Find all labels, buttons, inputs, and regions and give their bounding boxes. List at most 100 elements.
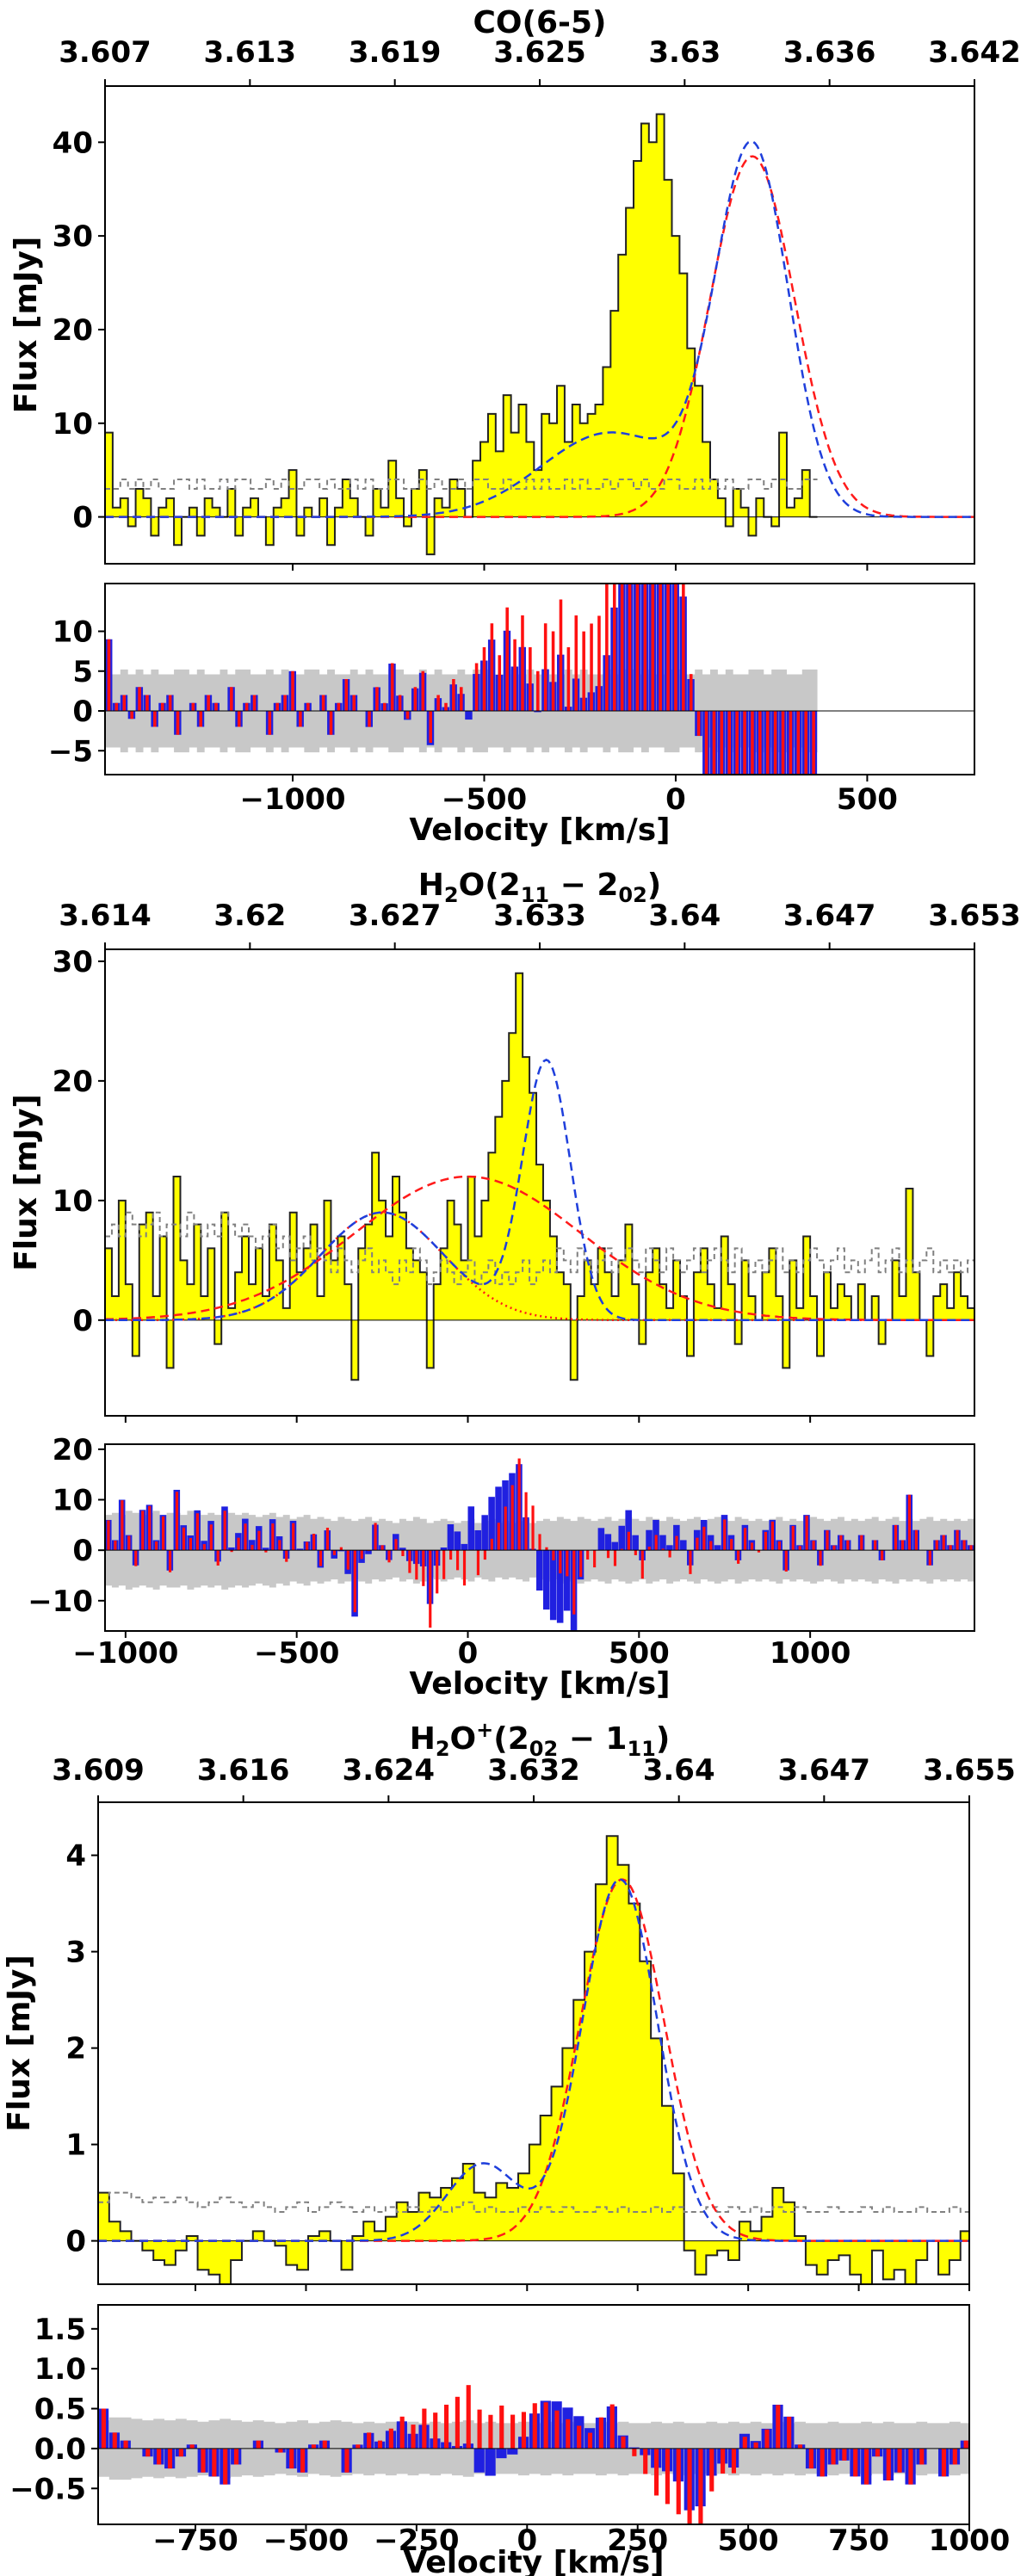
residual-bar-single	[483, 1550, 486, 1560]
residual-bar-single	[900, 1540, 905, 1551]
noise-spectrum	[98, 2191, 969, 2213]
residual-bar-single	[826, 1530, 829, 1551]
freq-tick-label: 3.647	[778, 1753, 871, 1788]
residual-bar-single	[758, 711, 762, 775]
residual-bar-single	[405, 711, 410, 720]
residual-bar-single	[753, 2442, 758, 2449]
residual-bar-total	[646, 1529, 653, 1551]
residual-bar-single	[796, 711, 801, 775]
residual-bar-single	[455, 2396, 460, 2449]
x-tick-label: 250	[607, 2523, 668, 2558]
residual-bar-single	[436, 695, 440, 711]
residual-bar-single	[543, 623, 547, 711]
residual-bar-total	[542, 1550, 550, 1610]
residual-bar-single	[613, 1550, 617, 1566]
residual-bar-single	[449, 1550, 453, 1560]
residual-bar-single	[141, 1510, 145, 1551]
x-tick-label: 500	[609, 1636, 670, 1671]
residual-bar-total	[680, 1540, 687, 1551]
residual-bar-total	[597, 1528, 605, 1551]
residual-bar-total	[604, 1534, 612, 1551]
residual-bar-total	[666, 1545, 673, 1551]
y-axis-title: Flux [mJy]	[2, 1955, 37, 2132]
residual-bar-single	[189, 1538, 192, 1551]
residual-bar-single	[278, 2448, 283, 2453]
y-tick-label: 20	[53, 1065, 93, 1099]
residual-bar-total	[536, 1550, 543, 1591]
residual-bar-single	[875, 2448, 880, 2457]
x-tick-label: −500	[442, 782, 527, 817]
residual-bar-single	[505, 607, 509, 711]
residual-bar-single	[497, 1523, 500, 1551]
residual-bar-single	[689, 1550, 692, 1574]
panel-title-1: CO(6-5)	[473, 5, 607, 40]
residual-bar-single	[521, 615, 524, 711]
residual-bar-single	[513, 639, 516, 711]
freq-tick-label: 3.613	[204, 35, 297, 70]
residual-bar-single	[842, 2448, 847, 2461]
residual-bar-single	[742, 2437, 747, 2449]
title-part-dash: − 2	[549, 868, 618, 903]
residual-bar-single	[230, 1550, 233, 1553]
residual-bar-single	[590, 623, 593, 711]
title-part-main: H	[418, 868, 444, 903]
residual-bar-single	[942, 1535, 945, 1551]
y-tick-label: 30	[53, 219, 93, 254]
panel-2: 0 10 20 30 Flux [mJy] 3.614 3.62 3.627 3.633 3.64…	[9, 899, 1021, 1702]
residual-bar-single	[919, 2448, 925, 2465]
freq-tick-label: 3.609	[52, 1753, 145, 1788]
residual-bar-single	[928, 1550, 931, 1566]
residual-bar-single	[411, 2425, 416, 2449]
residual-bar-single	[380, 1545, 384, 1551]
residual-y-tick-label: 0.0	[34, 2432, 86, 2467]
residual-bar-single	[223, 1510, 226, 1551]
residual-bar-single	[145, 2448, 151, 2457]
residual-bar-single	[723, 1519, 727, 1551]
spectrum-fill	[105, 114, 818, 555]
residual-bar-single	[209, 1524, 213, 1551]
y-tick-label: 10	[53, 407, 93, 442]
freq-tick-label: 3.624	[343, 1753, 436, 1788]
residual-bar-single	[696, 711, 701, 736]
residual-bar-single	[545, 1547, 548, 1551]
residual-bar-single	[285, 1550, 288, 1562]
title-part-sub2: 02	[529, 1737, 558, 1761]
spectrum-fill	[98, 1836, 969, 2284]
residual-bar-single	[157, 2448, 162, 2465]
y-tick-label: 4	[65, 1839, 86, 1874]
residual-bar-single	[764, 1531, 768, 1551]
freq-tick-label: 3.632	[487, 1753, 580, 1788]
residual-bar-total	[496, 2448, 507, 2459]
residual-bar-single	[460, 687, 463, 711]
x-axis-title: Velocity [km/s]	[409, 1666, 670, 1702]
residual-bar-single	[202, 1544, 206, 1551]
residual-bar-single	[798, 1546, 801, 1551]
panel-title-3: H2O+(202 − 111)	[410, 1718, 671, 1761]
x-tick-label: 750	[828, 2523, 889, 2558]
residual-bar-total	[454, 1531, 461, 1551]
residual-bar-single	[665, 2448, 670, 2505]
residual-y-tick-label: −0.5	[9, 2472, 86, 2506]
residual-bar-single	[252, 695, 257, 711]
residual-bar-single	[360, 1550, 363, 1560]
freq-tick-label: 3.642	[928, 35, 1021, 70]
residual-bar-single	[223, 2448, 228, 2485]
residual-bar-single	[123, 2440, 128, 2449]
residual-bar-single	[444, 702, 448, 711]
residual-bar-single	[436, 1550, 439, 1594]
residual-bar-single	[704, 711, 708, 775]
residual-bar-single	[383, 702, 387, 711]
residual-bar-single	[812, 711, 815, 775]
residual-bar-single	[647, 1547, 651, 1551]
residual-bar-total	[461, 1543, 468, 1551]
residual-bar-single	[415, 1550, 418, 1580]
residual-plot-area	[105, 1458, 974, 1631]
residual-y-tick-label: 10	[53, 1484, 93, 1518]
residual-bar-single	[319, 1550, 323, 1566]
main-plot-area	[105, 113, 974, 556]
residual-bar-total	[296, 1548, 304, 1551]
residual-bar-single	[168, 695, 172, 711]
title-part-sub1: 2	[436, 1737, 450, 1761]
panel-3: 0 1 2 3 4 Flux [mJy] 3.609 3.616 3.624 3.632 3.64 3…	[2, 1753, 1016, 2576]
